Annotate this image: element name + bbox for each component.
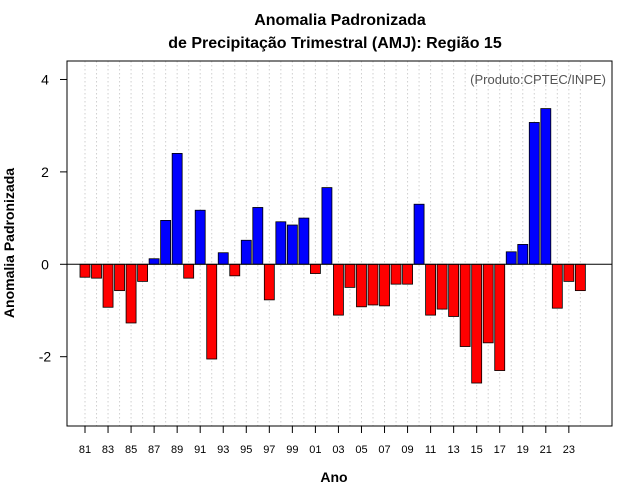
bar-97: [263, 263, 275, 301]
x-tick-label: 19: [517, 444, 529, 456]
bar-19: [517, 244, 529, 265]
bar-00: [298, 217, 310, 265]
bar-13: [448, 263, 460, 317]
bar-90: [183, 263, 195, 279]
chart-subtitle: de Precipitação Trimestral (AMJ): Região…: [168, 35, 502, 52]
bar-11: [425, 263, 437, 316]
bar-12: [436, 263, 448, 310]
bar-94: [229, 263, 241, 277]
y-axis-label: Anomalia Padronizada: [1, 168, 17, 318]
x-tick-label: 15: [471, 444, 483, 456]
x-tick-label: 21: [540, 444, 552, 456]
credit-text: (Produto:CPTEC/INPE): [470, 72, 606, 87]
bar-18: [505, 251, 517, 265]
bar-88: [160, 219, 172, 265]
bar-95: [240, 239, 252, 265]
x-tick-label: 93: [217, 444, 229, 456]
bar-84: [114, 263, 125, 292]
bar-02: [321, 187, 333, 265]
x-tick-label: 09: [401, 444, 413, 456]
bar-16: [482, 263, 494, 344]
bar-09: [402, 263, 413, 285]
x-tick-label: 07: [378, 444, 390, 456]
bar-85: [125, 263, 137, 324]
x-axis: 81 83 85 87 89 91 93 95 97 99 01 03 05 07 09 11 13 15 17 19…: [79, 426, 575, 456]
x-tick-label: 23: [563, 444, 575, 456]
bar-92: [206, 263, 218, 360]
bar-01: [309, 263, 321, 274]
bar-series: [79, 108, 586, 384]
bar-03: [333, 263, 344, 316]
bar-96: [252, 207, 264, 265]
bar-81: [79, 263, 91, 278]
bar-87: [148, 258, 160, 265]
bar-17: [494, 263, 506, 371]
bar-05: [356, 263, 367, 308]
bar-04: [344, 263, 356, 288]
bar-08: [390, 263, 402, 285]
x-tick-label: 13: [448, 444, 460, 456]
x-tick-label: 87: [148, 444, 160, 456]
x-tick-label: 85: [125, 444, 137, 456]
x-tick-label: 91: [194, 444, 206, 456]
vertical-grid: [84, 61, 581, 426]
bar-93: [217, 252, 229, 265]
x-tick-label: 81: [79, 444, 91, 456]
bar-10: [413, 203, 425, 265]
bar-24: [574, 263, 586, 292]
bar-07: [379, 263, 390, 307]
x-tick-label: 97: [263, 444, 275, 456]
bar-86: [137, 263, 149, 282]
bar-98: [275, 221, 287, 265]
x-axis-label: Ano: [320, 469, 347, 485]
bar-15: [471, 263, 483, 384]
x-tick-label: 89: [171, 444, 183, 456]
bar-06: [367, 263, 379, 306]
plot-frame: [66, 60, 613, 427]
bar-22: [551, 263, 563, 309]
x-tick-label: 99: [286, 444, 298, 456]
bar-91: [194, 209, 206, 265]
x-tick-label: 83: [102, 444, 114, 456]
x-tick-label: 03: [332, 444, 344, 456]
bar-20: [528, 122, 540, 265]
y-tick-label: 0: [41, 256, 49, 272]
x-tick-label: 01: [309, 444, 321, 456]
chart-title: Anomalia Padronizada: [254, 12, 426, 29]
y-axis: -2 0 2 4: [39, 71, 67, 365]
y-tick-label: 2: [41, 164, 49, 180]
bar-82: [91, 263, 102, 279]
y-tick-label: 4: [41, 71, 49, 87]
x-tick-label: 95: [240, 444, 252, 456]
bar-14: [459, 263, 471, 347]
y-tick-label: -2: [39, 349, 52, 365]
bar-99: [286, 224, 298, 265]
x-tick-label: 05: [355, 444, 367, 456]
bar-21: [540, 108, 552, 265]
bar-23: [563, 263, 575, 282]
bar-89: [171, 153, 183, 265]
x-tick-label: 11: [425, 444, 436, 456]
bar-83: [102, 263, 114, 308]
x-tick-label: 17: [494, 444, 506, 456]
